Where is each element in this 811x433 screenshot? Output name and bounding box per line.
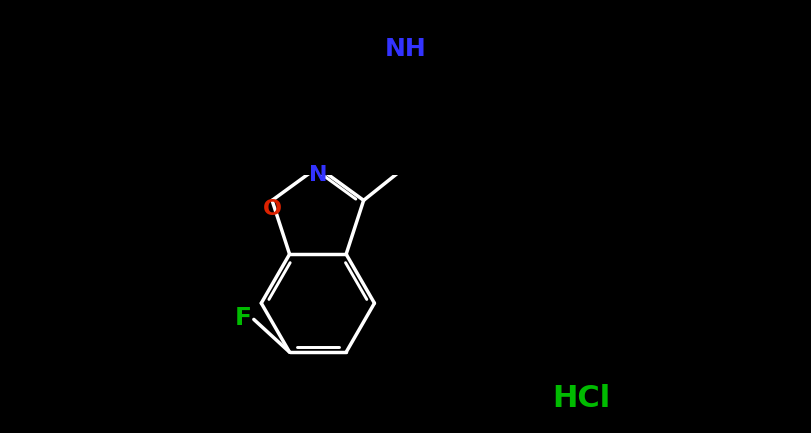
Text: O: O <box>262 199 281 219</box>
Text: N: N <box>308 165 327 185</box>
Text: HCl: HCl <box>551 384 610 413</box>
Text: NH: NH <box>384 37 426 61</box>
Text: F: F <box>234 306 251 330</box>
